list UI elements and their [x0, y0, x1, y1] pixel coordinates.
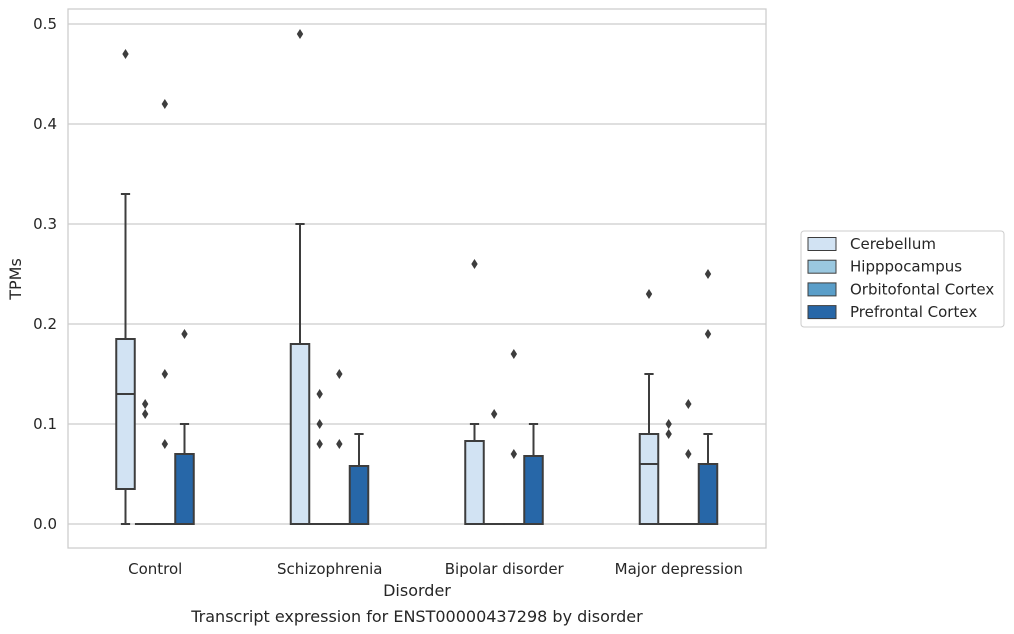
box-group	[309, 389, 330, 526]
box-group	[115, 49, 136, 525]
outlier-point	[336, 369, 343, 379]
box-group	[658, 419, 679, 526]
x-tick-label: Major depression	[615, 560, 743, 578]
box-group	[678, 399, 699, 526]
outlier-point	[704, 269, 712, 279]
box-group	[348, 433, 370, 525]
outlier-point	[490, 409, 498, 419]
x-axis-ticks: Control Schizophrenia Bipolar disorder Majo…	[128, 560, 743, 578]
legend-swatch	[807, 237, 837, 251]
y-axis-label: TPMs	[6, 258, 25, 301]
outlier-point	[161, 369, 169, 379]
box-group	[503, 349, 525, 526]
outlier-point	[181, 329, 188, 339]
box-group	[483, 409, 505, 526]
box-body	[523, 455, 544, 525]
legend-label: Orbitofontal Cortex	[850, 280, 994, 298]
box-body	[697, 463, 719, 525]
box-body	[638, 433, 660, 525]
x-tick-label: Control	[128, 560, 182, 578]
box-group	[174, 329, 195, 525]
box-group	[638, 289, 660, 525]
outlier-point	[665, 419, 672, 429]
legend-label: Hipppocampus	[850, 258, 962, 276]
outlier-point	[665, 429, 672, 439]
legend-items: Cerebellum Hipppocampus Orbitofontal Corte…	[807, 235, 994, 321]
legend-swatch	[807, 282, 837, 297]
x-axis-label: Disorder	[383, 581, 451, 600]
y-tick-label: 0.5	[33, 15, 57, 33]
box-body	[115, 338, 136, 490]
plot-area-frame	[67, 8, 767, 549]
y-tick-label: 0.2	[33, 315, 57, 333]
x-tick-label: Schizophrenia	[277, 560, 382, 578]
box-body	[464, 440, 485, 525]
outlier-point	[685, 399, 692, 409]
box-body	[174, 453, 195, 525]
outlier-point	[161, 99, 169, 109]
x-tick-label: Bipolar disorder	[445, 560, 565, 578]
box-group	[697, 269, 719, 525]
chart-caption: Transcript expression for ENST0000043729…	[190, 607, 643, 626]
outlier-point	[471, 259, 478, 269]
box-group	[329, 369, 350, 526]
outlier-point	[685, 449, 692, 459]
box-body	[289, 343, 311, 525]
outlier-point	[316, 389, 323, 399]
outlier-point	[336, 439, 343, 449]
legend-label: Prefrontal Cortex	[850, 303, 977, 321]
box-group	[289, 29, 311, 525]
y-tick-label: 0.4	[33, 115, 57, 133]
outlier-point	[141, 409, 149, 419]
outlier-point	[122, 49, 129, 59]
legend-swatch	[807, 305, 837, 320]
y-tick-label: 0.1	[33, 415, 57, 433]
outlier-point	[510, 449, 518, 459]
y-axis-ticks: 0.0 0.1 0.2 0.3 0.4 0.5	[33, 15, 57, 533]
outlier-point	[510, 349, 518, 359]
box-body	[348, 465, 370, 525]
legend-label: Cerebellum	[850, 235, 936, 253]
legend-frame	[800, 230, 1005, 328]
outlier-point	[141, 399, 149, 409]
box-series-group	[115, 29, 719, 526]
box-group	[464, 259, 485, 525]
outlier-point	[296, 29, 304, 39]
outlier-point	[161, 439, 169, 449]
grid-lines	[68, 23, 766, 525]
y-tick-label: 0.0	[33, 515, 57, 533]
box-group	[523, 423, 544, 525]
outlier-point	[316, 439, 323, 449]
legend-swatch	[807, 259, 837, 274]
box-group	[154, 99, 176, 526]
box-group	[134, 399, 156, 526]
outlier-point	[316, 419, 323, 429]
legend: Cerebellum Hipppocampus Orbitofontal Corte…	[800, 230, 1005, 328]
outlier-point	[704, 329, 712, 339]
outlier-point	[645, 289, 653, 299]
y-tick-label: 0.3	[33, 215, 57, 233]
